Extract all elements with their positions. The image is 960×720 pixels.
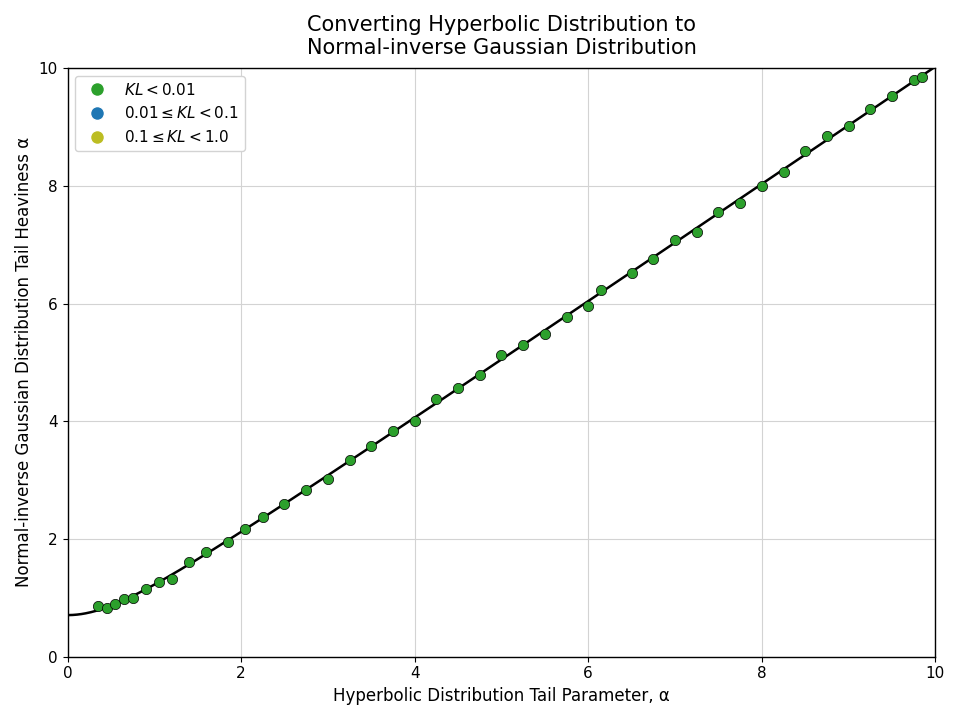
Point [164, 573, 180, 585]
Point [181, 557, 197, 568]
Point [116, 593, 132, 605]
Point [407, 415, 422, 427]
Point [841, 120, 856, 132]
Point [276, 499, 292, 510]
Point [472, 369, 488, 381]
Legend: $KL < 0.01$, $0.01 \leq KL < 0.1$, $0.1 \leq KL < 1.0$: $KL < 0.01$, $0.01 \leq KL < 0.1$, $0.1 … [75, 76, 245, 151]
Point [255, 511, 271, 523]
Point [516, 339, 531, 351]
Point [755, 180, 770, 192]
Title: Converting Hyperbolic Distribution to
Normal-inverse Gaussian Distribution: Converting Hyperbolic Distribution to No… [306, 15, 696, 58]
Point [819, 130, 834, 142]
Point [915, 71, 930, 83]
Point [538, 328, 553, 340]
Point [342, 454, 357, 465]
Point [199, 546, 214, 558]
Point [776, 166, 791, 178]
Point [221, 536, 236, 547]
Point [321, 473, 336, 485]
Point [450, 382, 466, 394]
Point [581, 301, 596, 312]
Point [884, 91, 900, 102]
Point [732, 198, 748, 210]
Point [710, 206, 726, 217]
Point [798, 145, 813, 157]
Point [90, 600, 106, 612]
Point [493, 349, 509, 361]
Point [593, 284, 609, 296]
Point [108, 598, 123, 610]
Point [138, 584, 154, 595]
Point [238, 523, 253, 535]
Point [863, 103, 878, 114]
Point [646, 253, 661, 265]
Point [906, 74, 922, 86]
Y-axis label: Normal-inverse Gaussian Distribution Tail Heaviness α: Normal-inverse Gaussian Distribution Tai… [15, 138, 33, 588]
X-axis label: Hyperbolic Distribution Tail Parameter, α: Hyperbolic Distribution Tail Parameter, … [333, 687, 670, 705]
Point [299, 485, 314, 496]
Point [689, 226, 705, 238]
Point [151, 577, 166, 588]
Point [364, 441, 379, 452]
Point [429, 393, 444, 405]
Point [624, 267, 639, 279]
Point [125, 592, 140, 603]
Point [99, 603, 114, 614]
Point [559, 311, 574, 323]
Point [667, 234, 683, 246]
Point [385, 426, 400, 437]
